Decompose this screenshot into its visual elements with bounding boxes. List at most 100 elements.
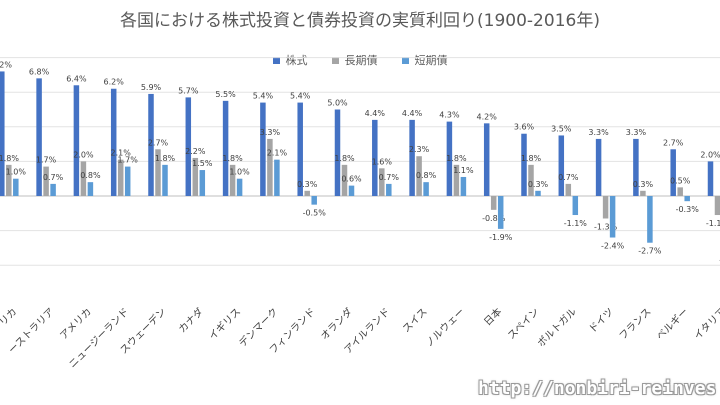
bar-short-bonds bbox=[572, 196, 579, 216]
data-label: 0.7% bbox=[558, 173, 579, 182]
bar-stocks bbox=[297, 102, 303, 196]
data-label: -1.1% bbox=[564, 219, 588, 228]
bar-stocks bbox=[409, 119, 415, 196]
bar-stocks bbox=[521, 133, 527, 196]
data-label: 3.3% bbox=[260, 128, 281, 137]
bar-short-bonds bbox=[50, 183, 56, 196]
data-label: 0.7% bbox=[43, 173, 64, 182]
data-label: 1.8% bbox=[334, 154, 355, 163]
data-label: 0.3% bbox=[528, 180, 549, 189]
data-label: 5.7% bbox=[178, 86, 199, 95]
data-label: -2.7% bbox=[638, 247, 662, 256]
bar-stocks bbox=[334, 109, 341, 196]
category-label: イタリア bbox=[692, 306, 720, 342]
data-label: 6.2% bbox=[104, 78, 125, 87]
watermark: http://nonbiri-reinves bbox=[478, 378, 717, 399]
bar-stocks bbox=[670, 149, 676, 196]
category-label: スペイン bbox=[506, 306, 542, 342]
bar-long-bonds bbox=[341, 164, 348, 196]
data-label: 5.9% bbox=[141, 83, 162, 92]
bar-long-bonds bbox=[267, 138, 273, 196]
bar-long-bonds bbox=[379, 168, 385, 196]
bar-short-bonds bbox=[684, 196, 690, 202]
data-label: 4.3% bbox=[439, 111, 460, 120]
bar-short-bonds bbox=[497, 196, 504, 229]
category-label: カナダ bbox=[176, 305, 206, 335]
data-label: 2.3% bbox=[409, 145, 430, 154]
category-label: 日本 bbox=[481, 305, 504, 328]
bar-stocks bbox=[148, 93, 154, 196]
bar-short-bonds bbox=[124, 166, 131, 196]
data-label: 2.2% bbox=[185, 147, 206, 156]
bar-stocks bbox=[633, 138, 639, 196]
bar-short-bonds bbox=[609, 196, 616, 238]
data-label: -2.4% bbox=[601, 242, 625, 251]
bar-short-bonds bbox=[162, 164, 168, 196]
data-label: 1.8% bbox=[222, 154, 243, 163]
data-label: 1.7% bbox=[36, 156, 57, 165]
bar-stocks bbox=[73, 85, 80, 196]
data-label: -0.8% bbox=[482, 214, 506, 223]
bar-stocks bbox=[372, 119, 378, 196]
bar-long-bonds bbox=[416, 156, 422, 196]
data-label: 2.1% bbox=[111, 149, 132, 158]
bar-long-bonds bbox=[192, 157, 199, 196]
bar-long-bonds bbox=[565, 183, 572, 196]
bar-short-bonds bbox=[236, 178, 243, 196]
category-label: イギリス bbox=[206, 306, 243, 343]
bar-stocks bbox=[0, 71, 5, 196]
category-label: アメリカ bbox=[58, 306, 94, 342]
data-label: 1.8% bbox=[446, 154, 467, 163]
bar-stocks bbox=[446, 121, 453, 196]
bar-long-bonds bbox=[528, 164, 534, 196]
bar-long-bonds bbox=[677, 187, 683, 196]
data-label: 1.0% bbox=[6, 168, 27, 177]
data-label: 7.2% bbox=[0, 60, 12, 69]
bar-long-bonds bbox=[229, 164, 236, 196]
category-label: ポルトガル bbox=[535, 306, 579, 350]
data-label: 3.5% bbox=[551, 124, 572, 133]
data-label: 2.7% bbox=[663, 138, 684, 147]
bar-long-bonds bbox=[43, 166, 49, 196]
data-label: 1.7% bbox=[118, 156, 139, 165]
data-label: -1.9% bbox=[489, 233, 513, 242]
data-label: 1.8% bbox=[521, 154, 542, 163]
bar-long-bonds bbox=[714, 196, 720, 216]
bar-short-bonds bbox=[535, 190, 541, 196]
data-label: 0.7% bbox=[379, 173, 400, 182]
data-label: 4.2% bbox=[477, 112, 498, 121]
data-label: 2.0% bbox=[73, 150, 94, 159]
category-label: フランス bbox=[617, 306, 654, 343]
data-label: -1.1% bbox=[706, 219, 720, 228]
bar-long-bonds bbox=[155, 149, 161, 196]
data-label: 0.3% bbox=[297, 180, 318, 189]
bar-short-bonds bbox=[386, 183, 392, 196]
chart-title: 各国における株式投資と債券投資の実質利回り(1900-2016年) bbox=[120, 11, 600, 31]
bar-stocks bbox=[595, 138, 602, 196]
data-label: 3.3% bbox=[626, 128, 647, 137]
data-label: 1.5% bbox=[192, 159, 213, 168]
data-label: -0.5% bbox=[303, 209, 327, 218]
bar-stocks bbox=[707, 161, 714, 196]
data-label: -1.3% bbox=[594, 222, 618, 231]
bar-stocks bbox=[222, 100, 229, 196]
data-label: 2.7% bbox=[148, 138, 169, 147]
bar-stocks bbox=[110, 88, 117, 196]
bar-short-bonds bbox=[311, 196, 317, 205]
data-label: 5.4% bbox=[253, 92, 274, 101]
category-label: ドイツ bbox=[587, 306, 616, 335]
bar-long-bonds bbox=[117, 159, 124, 196]
data-label: 0.3% bbox=[633, 180, 654, 189]
category-label: リカ bbox=[0, 306, 19, 329]
category-label: スイス bbox=[401, 306, 430, 335]
bar-long-bonds bbox=[80, 161, 87, 196]
data-label: 0.8% bbox=[416, 171, 437, 180]
bar-stocks bbox=[36, 78, 42, 196]
bar-stocks bbox=[558, 135, 565, 196]
data-label: 5.5% bbox=[215, 90, 236, 99]
data-label: 6.4% bbox=[66, 74, 87, 83]
bar-short-bonds bbox=[348, 185, 355, 196]
bar-short-bonds bbox=[13, 178, 19, 196]
